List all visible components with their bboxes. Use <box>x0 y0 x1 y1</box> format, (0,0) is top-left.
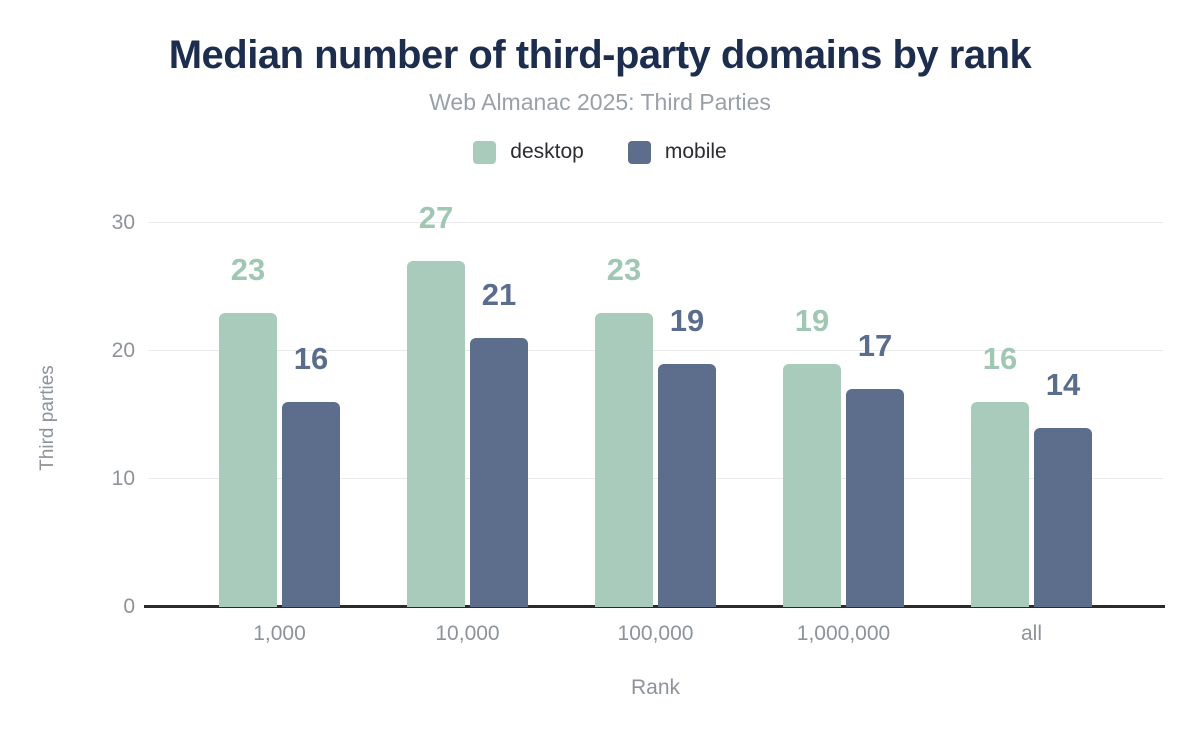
x-tick-label-1000: 1,000 <box>253 622 306 645</box>
legend-item-desktop: desktop <box>473 140 584 164</box>
bar-mobile-all[interactable] <box>1034 427 1092 607</box>
legend-swatch-mobile-icon <box>627 140 651 164</box>
bar-col-mobile-all: 14 <box>1034 369 1092 607</box>
bar-value-desktop-all: 16 <box>982 341 1018 377</box>
bar-mobile-100000[interactable] <box>658 363 716 607</box>
bar-value-desktop-1000: 23 <box>230 251 266 287</box>
legend-label-desktop: desktop <box>510 140 584 163</box>
legend-label-mobile: mobile <box>664 140 727 163</box>
bar-col-mobile-1000: 16 <box>282 343 340 607</box>
bar-group-10000: 27 21 10,000 <box>407 202 528 645</box>
bar-group-1000: 23 16 1,000 <box>219 254 340 645</box>
bar-value-mobile-100000: 19 <box>669 302 705 338</box>
gridline-10 <box>148 478 1163 479</box>
plot-area: 23 16 1,000 27 21 10,000 23 19 100,000 19 17 1,000,… <box>112 202 1165 645</box>
bar-desktop-1000[interactable] <box>219 312 277 607</box>
y-tick-label-30: 30 <box>111 211 135 234</box>
bar-desktop-1000000[interactable] <box>783 363 841 607</box>
bar-mobile-1000[interactable] <box>282 402 340 607</box>
x-tick-label-10000: 10,000 <box>435 622 500 645</box>
chart-title: Median number of third-party domains by … <box>168 33 1032 77</box>
x-axis-line <box>144 605 1165 608</box>
y-tick-label-0: 0 <box>123 595 135 618</box>
bar-col-desktop-100000: 23 <box>595 254 653 607</box>
bar-desktop-all[interactable] <box>971 402 1029 607</box>
y-tick-label-10: 10 <box>111 467 135 490</box>
legend: desktop mobile <box>0 140 1200 164</box>
gridline-20 <box>148 350 1163 351</box>
bar-col-mobile-100000: 19 <box>658 305 716 607</box>
y-tick-label-20: 20 <box>111 339 135 362</box>
x-tick-label-1000000: 1,000,000 <box>796 622 891 645</box>
legend-item-mobile: mobile <box>627 140 727 164</box>
bar-value-desktop-100000: 23 <box>606 251 642 287</box>
gridline-30 <box>148 222 1163 223</box>
x-tick-label-all: all <box>1020 622 1043 645</box>
bar-value-mobile-10000: 21 <box>481 277 517 313</box>
bar-group-100000: 23 19 100,000 <box>595 254 716 645</box>
chart-subtitle: Web Almanac 2025: Third Parties <box>429 89 771 115</box>
bar-col-desktop-all: 16 <box>971 343 1029 607</box>
bar-col-mobile-1000000: 17 <box>846 330 904 607</box>
bar-group-all: 16 14 all <box>971 343 1092 645</box>
bar-value-mobile-1000000: 17 <box>857 328 893 364</box>
bar-mobile-1000000[interactable] <box>846 389 904 607</box>
bar-value-mobile-all: 14 <box>1045 366 1081 402</box>
bar-mobile-10000[interactable] <box>470 338 528 607</box>
bar-col-desktop-1000000: 19 <box>783 305 841 607</box>
bar-value-desktop-10000: 27 <box>418 200 454 236</box>
bar-col-desktop-1000: 23 <box>219 254 277 607</box>
bar-groups: 23 16 1,000 27 21 10,000 23 19 100,000 19 17 1,000,… <box>148 202 1163 645</box>
bar-col-desktop-10000: 27 <box>407 202 465 607</box>
bar-value-desktop-1000000: 19 <box>794 302 830 338</box>
x-axis-title: Rank <box>630 676 681 699</box>
bar-col-mobile-10000: 21 <box>470 279 528 607</box>
x-tick-label-100000: 100,000 <box>617 622 694 645</box>
bar-desktop-10000[interactable] <box>407 261 465 607</box>
legend-swatch-desktop-icon <box>473 140 497 164</box>
y-axis-title: Third parties <box>37 365 58 471</box>
bar-desktop-100000[interactable] <box>595 312 653 607</box>
bar-group-1000000: 19 17 1,000,000 <box>783 305 904 645</box>
bar-value-mobile-1000: 16 <box>293 341 329 377</box>
